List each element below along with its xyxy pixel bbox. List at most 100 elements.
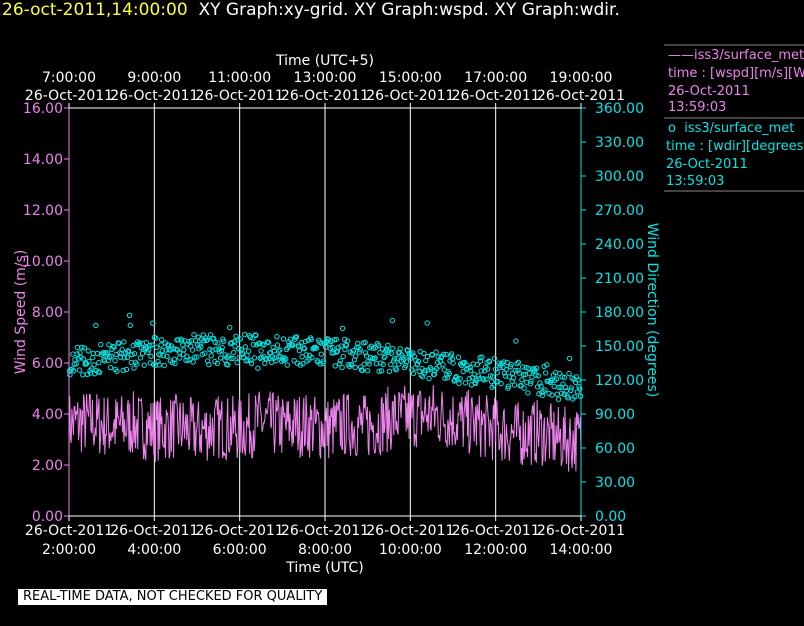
wdir-point	[422, 367, 428, 374]
legend-separators	[664, 44, 804, 192]
wdir-point	[466, 376, 472, 382]
wdir-point	[181, 347, 187, 353]
wdir-point	[129, 352, 135, 358]
wdir-point	[349, 350, 356, 356]
bottom-tick-date: 26-Oct-2011	[366, 523, 454, 539]
wdir-point	[157, 352, 163, 358]
wdir-point	[488, 378, 495, 385]
wdir-point	[273, 358, 279, 364]
wdir-point	[227, 340, 234, 347]
wdir-point	[303, 352, 309, 358]
wdir-point	[217, 355, 224, 361]
wdir-point	[198, 344, 204, 350]
top-axis-title: Time (UTC+5)	[275, 53, 374, 69]
wdir-point	[534, 384, 541, 390]
wdir-point	[534, 365, 540, 371]
wdir-point	[566, 370, 572, 377]
bottom-tick-date: 26-Oct-2011	[196, 523, 284, 539]
wdir-point	[281, 355, 288, 361]
wdir-point	[301, 346, 308, 352]
wdir-point	[312, 344, 318, 350]
axis-labels: 0.00 2.00 4.00 6.00 8.00 10.00 12.00 14.00 16.00…	[13, 53, 660, 576]
wdir-point	[300, 361, 306, 367]
wdir-point	[206, 361, 212, 368]
wdir-point	[511, 382, 518, 388]
wdir-point	[338, 343, 344, 349]
legend-wspd-marker: ——	[668, 48, 694, 63]
wdir-point	[70, 351, 76, 357]
wdir-point	[491, 382, 497, 388]
wdir-point	[542, 387, 548, 393]
bottom-tick-time: 2:00:00	[42, 542, 96, 558]
wdir-point	[421, 370, 428, 376]
wdir-point	[159, 337, 165, 343]
wdir-point	[114, 368, 120, 374]
wspd-line	[68, 385, 582, 472]
wdir-point	[248, 360, 255, 366]
wdir-point	[498, 380, 504, 387]
wdir-point	[472, 380, 479, 386]
wdir-point	[186, 338, 192, 345]
wdir-point	[263, 356, 270, 362]
wdir-point	[491, 355, 498, 362]
wdir-point	[274, 342, 281, 348]
legend-wspd-source: iss3/surface_met	[694, 48, 804, 63]
right-tick-label: 270.00	[595, 203, 644, 219]
wdir-point	[123, 366, 130, 373]
wdir-point	[490, 374, 496, 380]
left-tick-label: 12.00	[23, 203, 63, 219]
wdir-point	[372, 355, 378, 361]
wdir-point	[274, 334, 280, 340]
wdir-point	[150, 320, 156, 326]
wdir-point	[275, 348, 282, 354]
bottom-tick-date: 26-Oct-2011	[281, 523, 369, 539]
wdir-point	[514, 361, 520, 367]
wdir-point	[450, 360, 456, 366]
wdir-point	[481, 377, 487, 383]
wdir-point	[191, 332, 197, 338]
legend-wdir-header: o iss3/surface_met	[668, 121, 804, 136]
wdir-point	[440, 351, 447, 357]
wdir-point	[555, 396, 562, 402]
wdir-point	[332, 363, 338, 369]
wdir-point	[86, 358, 92, 365]
wdir-point	[330, 344, 336, 351]
wdir-point	[551, 383, 557, 390]
wdir-point	[320, 360, 326, 366]
wdir-point	[336, 361, 343, 367]
wdir-point	[237, 336, 244, 342]
wdir-point	[290, 342, 296, 348]
wdir-point	[509, 370, 516, 376]
wdir-point	[134, 361, 140, 367]
wdir-point	[251, 355, 258, 361]
wdir-point	[446, 370, 452, 377]
legend-wdir-marker: o	[668, 121, 676, 136]
top-tick-time: 7:00:00	[42, 70, 96, 86]
wdir-series	[66, 312, 584, 402]
wdir-point	[131, 351, 138, 357]
wdir-point	[485, 366, 491, 372]
wdir-point	[544, 362, 550, 368]
wdir-point	[549, 392, 555, 398]
wdir-point	[375, 342, 382, 348]
wdir-point	[296, 348, 303, 354]
wdir-point	[137, 355, 144, 361]
wdir-point	[220, 338, 227, 344]
wdir-point	[362, 339, 368, 346]
wdir-point	[352, 364, 358, 371]
wdir-point	[429, 352, 436, 358]
wdir-point	[362, 350, 369, 356]
wdir-point	[97, 369, 103, 376]
wdir-point	[120, 367, 126, 374]
wdir-point	[448, 351, 455, 357]
right-tick-label: 30.00	[595, 475, 635, 491]
wdir-point	[343, 342, 350, 349]
wdir-point	[89, 366, 95, 372]
wdir-point	[225, 362, 231, 368]
wdir-point	[126, 312, 133, 318]
wdir-point	[130, 342, 136, 349]
wdir-point	[512, 367, 518, 374]
wdir-point	[483, 376, 489, 382]
wdir-point	[525, 390, 531, 396]
left-tick-label: 10.00	[23, 254, 63, 270]
